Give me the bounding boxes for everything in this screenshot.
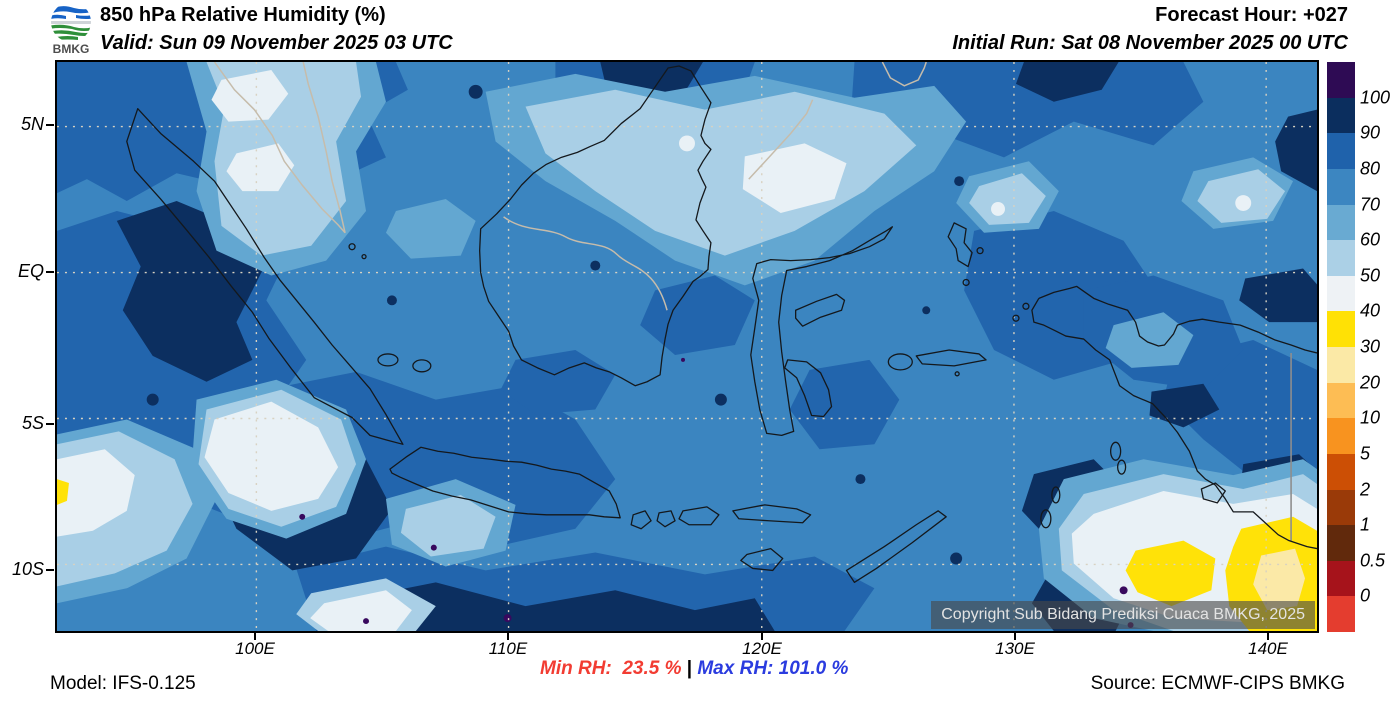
lon-tick xyxy=(254,633,256,640)
lon-label-130e: 130E xyxy=(995,639,1035,658)
legend-color-block xyxy=(1327,311,1355,347)
humidity-map xyxy=(57,62,1317,631)
legend-tick-label: 100 xyxy=(1360,87,1391,108)
foreign-coastlines xyxy=(213,62,927,311)
lat-label-5s: 5S xyxy=(21,413,44,433)
lon-tick xyxy=(1267,633,1269,640)
lat-label-5n: 5N xyxy=(20,114,44,134)
legend-color-block xyxy=(1327,382,1355,419)
initial-run: Initial Run: Sat 08 November 2025 00 UTC xyxy=(952,32,1348,54)
legend-color-block xyxy=(1327,453,1355,490)
legend-tick-label: 0.5 xyxy=(1360,550,1386,571)
legend-tick-label: 50 xyxy=(1360,265,1381,286)
legend-tick-label: 20 xyxy=(1360,372,1381,393)
minmax-rh: Min RH: 23.5 % | Max RH: 101.0 % xyxy=(540,658,848,680)
legend-color-block xyxy=(1327,240,1355,276)
bmkg-logo-text: BMKG xyxy=(52,42,90,56)
legend-tick-label: 10 xyxy=(1360,407,1381,428)
legend-color-block xyxy=(1327,275,1355,312)
source-label: Source: ECMWF-CIPS BMKG xyxy=(1090,673,1345,694)
graticule xyxy=(57,62,1317,631)
chart-title: 850 hPa Relative Humidity (%) xyxy=(100,4,386,26)
lat-tick xyxy=(46,124,54,126)
legend-tick-label: 30 xyxy=(1360,336,1381,357)
lon-tick xyxy=(507,633,509,640)
legend-color-block xyxy=(1327,62,1355,98)
valid-time: Valid: Sun 09 November 2025 03 UTC xyxy=(100,32,453,54)
legend-tick-label: 40 xyxy=(1360,300,1381,321)
lon-tick xyxy=(1014,633,1016,640)
legend-color-block xyxy=(1327,133,1355,169)
legend-tick-label: 1 xyxy=(1360,514,1371,535)
legend-tick-label: 0 xyxy=(1360,585,1371,606)
colorbar-legend xyxy=(1327,62,1355,632)
legend-tick-label: 80 xyxy=(1360,158,1381,179)
bmkg-logo-icon xyxy=(51,2,91,42)
legend-color-block xyxy=(1327,418,1355,454)
legend-color-block xyxy=(1327,97,1355,134)
coastlines xyxy=(126,65,1317,583)
legend-tick-label: 5 xyxy=(1360,443,1371,464)
legend-color-block xyxy=(1327,596,1355,632)
legend-color-block xyxy=(1327,525,1355,561)
humidity-map-panel: Copyright Sub Bidang Prediksi Cuaca BMKG… xyxy=(55,60,1319,633)
forecast-hour: Forecast Hour: +027 xyxy=(1155,4,1348,26)
lat-label-eq: EQ xyxy=(17,261,44,281)
legend-color-block xyxy=(1327,560,1355,597)
lon-label-120e: 120E xyxy=(742,639,782,658)
legend-tick-label: 2 xyxy=(1360,479,1371,499)
lat-tick xyxy=(46,271,54,273)
model-label: Model: IFS-0.125 xyxy=(50,673,196,694)
bmkg-logo: BMKG xyxy=(44,1,98,57)
lon-tick xyxy=(761,633,763,640)
legend-color-block xyxy=(1327,168,1355,205)
legend-tick-label: 70 xyxy=(1360,194,1381,214)
lon-label-140e: 140E xyxy=(1248,639,1288,658)
copyright-overlay: Copyright Sub Bidang Prediksi Cuaca BMKG… xyxy=(931,601,1315,629)
minmax-separator: | xyxy=(681,658,698,679)
max-rh-value: Max RH: 101.0 % xyxy=(697,658,849,679)
legend-tick-label: 60 xyxy=(1360,229,1381,250)
lat-tick xyxy=(46,423,54,425)
min-rh-value: Min RH: 23.5 % xyxy=(540,658,682,679)
legend-color-block xyxy=(1327,204,1355,241)
legend-color-block xyxy=(1327,489,1355,526)
lat-label-10s: 10S xyxy=(11,559,44,579)
lon-label-110e: 110E xyxy=(488,639,528,658)
lon-label-100e: 100E xyxy=(235,639,275,658)
legend-color-block xyxy=(1327,347,1355,383)
legend-tick-label: 90 xyxy=(1360,122,1381,143)
lat-tick xyxy=(46,569,54,571)
